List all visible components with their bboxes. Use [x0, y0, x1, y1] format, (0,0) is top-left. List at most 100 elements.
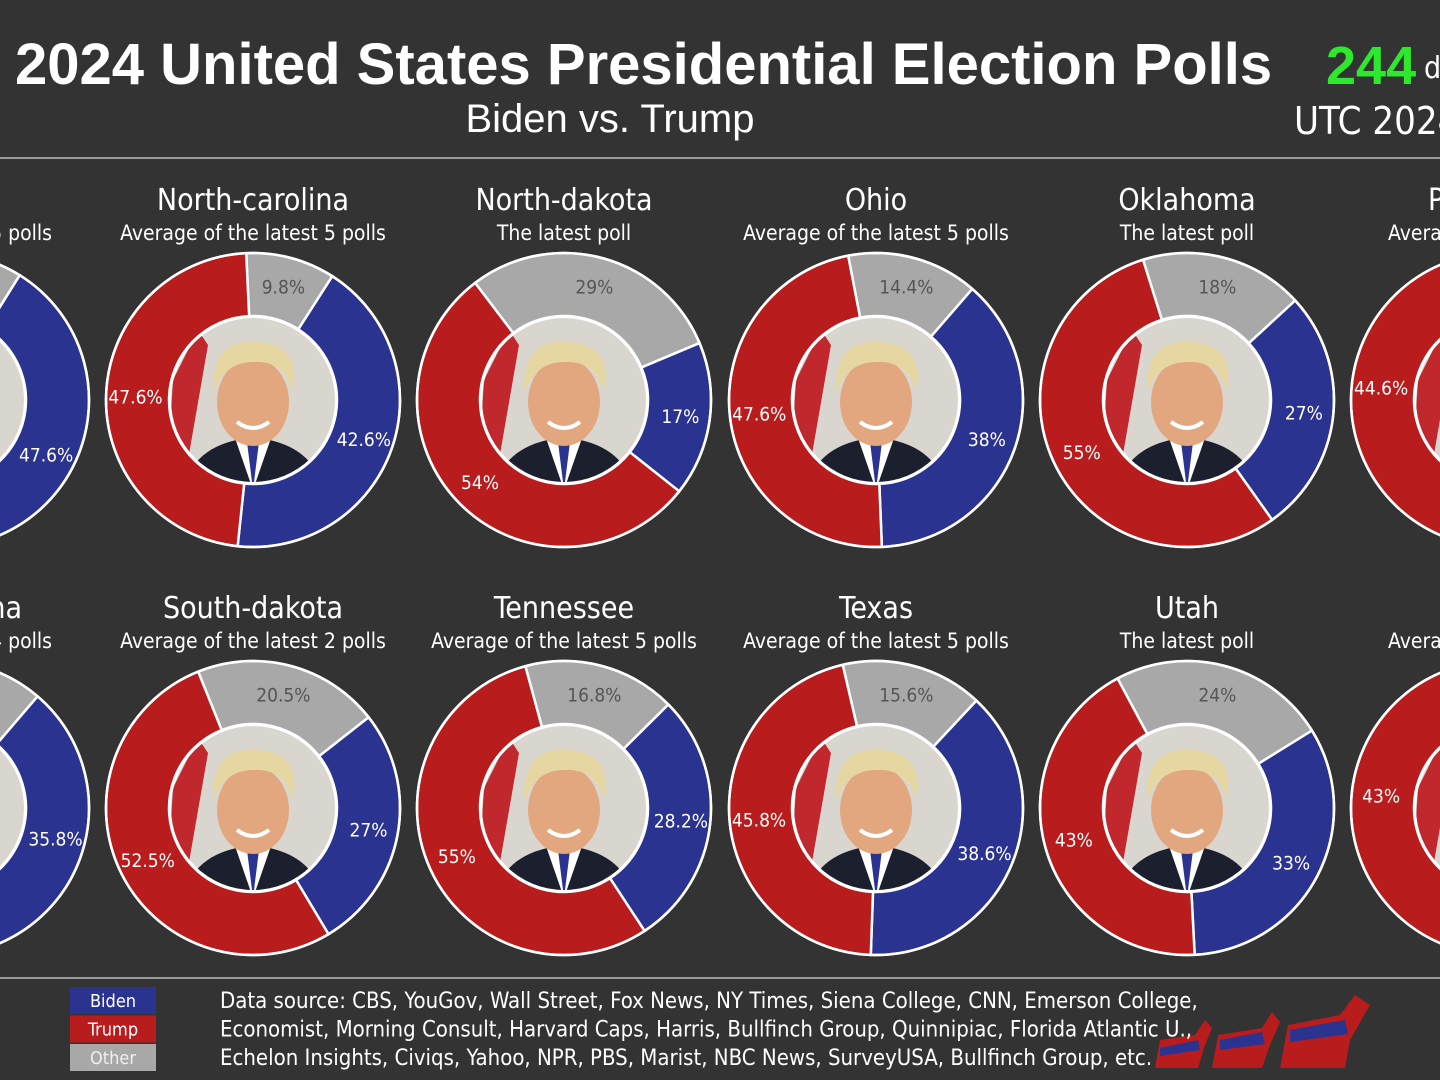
chart-subtitle: The latest poll: [496, 221, 631, 245]
face: [1151, 766, 1223, 854]
portrait: [482, 318, 646, 482]
flag: [1416, 330, 1440, 460]
donut-outline: [415, 251, 713, 549]
chart-title: South-dakota: [163, 591, 343, 626]
value-label: 24%: [1198, 685, 1236, 707]
smile: [546, 420, 582, 430]
donut-outline: [727, 251, 1025, 549]
value-label: 15.6%: [879, 685, 933, 707]
value-label: 9.8%: [262, 277, 305, 299]
face: [217, 358, 289, 446]
smile: [1169, 420, 1205, 430]
tie: [558, 442, 570, 482]
value-label: 47.6%: [19, 444, 73, 466]
legend-swatch: [70, 987, 156, 1014]
portrait: [1105, 726, 1269, 890]
legend-swatch: [70, 1044, 156, 1071]
chart-subtitle: Average of the latest 2 polls: [120, 629, 386, 653]
tie: [870, 442, 882, 482]
donut-chart: Averag 43%: [1349, 629, 1440, 945]
party-icons: [1155, 995, 1370, 1068]
hair: [1146, 341, 1229, 392]
portrait: [794, 726, 958, 890]
smile: [235, 828, 271, 838]
tie: [247, 850, 259, 890]
value-label: 54%: [461, 472, 499, 494]
donut-chart: 5 polls 47.6%: [0, 221, 91, 537]
value-label: 43%: [1055, 830, 1093, 852]
chart-subtitle: 4 polls: [0, 629, 52, 653]
value-label: 16.8%: [567, 685, 621, 707]
donut-outline: [1038, 659, 1336, 957]
data-source: Data source: CBS, YouGov, Wall Street, F…: [220, 989, 1198, 1014]
chart-title: Texas: [838, 591, 913, 626]
page-subtitle: Biden vs. Trump: [465, 97, 754, 141]
donut-outline: [415, 659, 713, 957]
face: [1151, 358, 1223, 446]
smile: [858, 828, 894, 838]
value-label: 29%: [575, 277, 613, 299]
tie: [1181, 850, 1193, 890]
chart-title: na: [0, 591, 22, 626]
value-label: 44.6%: [1354, 378, 1408, 400]
donut-chart: Ohio Average of the latest 5 polls 14.4% 38…: [727, 183, 1025, 549]
value-label: 43%: [1362, 786, 1400, 808]
flag: [1105, 738, 1142, 868]
chart-title: Tennessee: [493, 591, 634, 626]
donut-chart: P Averag 44.6%: [1349, 183, 1440, 537]
donut-chart: North-carolina Average of the latest 5 po…: [104, 183, 402, 549]
hair: [835, 341, 918, 392]
donut-outline: [1038, 251, 1336, 549]
chart-subtitle: Average of the latest 5 polls: [120, 221, 386, 245]
value-label: 38%: [968, 429, 1006, 451]
portrait: [482, 726, 646, 890]
hair: [523, 341, 606, 392]
page-title: 2024 United States Presidential Election…: [15, 32, 1272, 97]
chart-subtitle: Average of the latest 5 polls: [431, 629, 697, 653]
date: UTC 2024-0: [1294, 99, 1440, 143]
chart-subtitle: Average of the latest 5 polls: [743, 629, 1009, 653]
face: [840, 358, 912, 446]
chart-title: Oklahoma: [1118, 183, 1255, 218]
smile: [235, 420, 271, 430]
value-label: 28.2%: [654, 810, 708, 832]
donut-chart: North-dakota The latest poll 29% 17% 54%: [415, 183, 713, 549]
chart-subtitle: The latest poll: [1119, 629, 1254, 653]
flag: [794, 330, 831, 460]
face: [217, 766, 289, 854]
hair: [523, 749, 606, 800]
chart-subtitle: Averag: [1388, 221, 1440, 245]
value-label: 14.4%: [879, 277, 933, 299]
face: [528, 358, 600, 446]
value-label: 35.8%: [28, 828, 82, 850]
flag: [794, 738, 831, 868]
tie: [247, 442, 259, 482]
icon-band: [1160, 1020, 1348, 1056]
chart-title: P: [1428, 183, 1440, 218]
portrait: [794, 318, 958, 482]
chart-title: Utah: [1155, 591, 1219, 626]
chart-subtitle: Averag: [1388, 629, 1440, 653]
value-label: 52.5%: [121, 850, 175, 872]
legend-label: Trump: [87, 1020, 138, 1041]
legend-label: Biden: [90, 991, 136, 1012]
donut-outline: [1349, 671, 1440, 945]
value-label: 55%: [438, 846, 476, 868]
flag: [1416, 738, 1440, 868]
value-label: 27%: [350, 819, 388, 841]
flag: [482, 738, 519, 868]
donut-chart: Utah The latest poll 24% 33% 43%: [1038, 591, 1336, 957]
donut-chart: Oklahoma The latest poll 18% 27% 55%: [1038, 183, 1336, 549]
donut-outline: [0, 263, 91, 537]
day-counter: 244: [1326, 36, 1416, 96]
hair: [212, 341, 295, 392]
legend-swatch: [70, 1015, 156, 1043]
chart-subtitle: Average of the latest 5 polls: [743, 221, 1009, 245]
donut-outline: [0, 671, 91, 945]
hair: [212, 749, 295, 800]
donut-outline: [104, 659, 402, 957]
data-source: Economist, Morning Consult, Harvard Caps…: [220, 1018, 1192, 1043]
smile: [546, 828, 582, 838]
flag: [171, 330, 208, 460]
